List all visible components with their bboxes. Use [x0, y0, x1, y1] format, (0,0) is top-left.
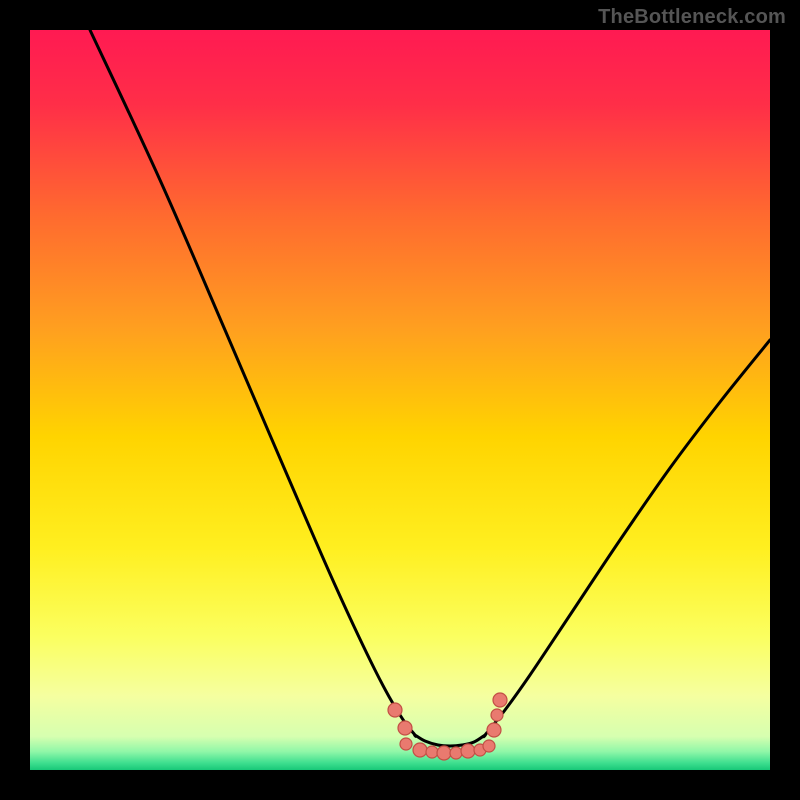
bottleneck-marker	[388, 703, 402, 717]
bottleneck-marker	[461, 744, 475, 758]
bottleneck-marker	[426, 746, 438, 758]
chart-stage: TheBottleneck.com	[0, 0, 800, 800]
bottleneck-chart	[0, 0, 800, 800]
bottleneck-marker	[491, 709, 503, 721]
bottleneck-marker	[483, 740, 495, 752]
watermark-text: TheBottleneck.com	[598, 6, 786, 29]
bottleneck-marker	[398, 721, 412, 735]
bottleneck-marker	[450, 747, 462, 759]
bottleneck-marker	[437, 746, 451, 760]
bottleneck-marker	[413, 743, 427, 757]
bottleneck-marker	[400, 738, 412, 750]
bottleneck-marker	[487, 723, 501, 737]
bottleneck-marker	[493, 693, 507, 707]
